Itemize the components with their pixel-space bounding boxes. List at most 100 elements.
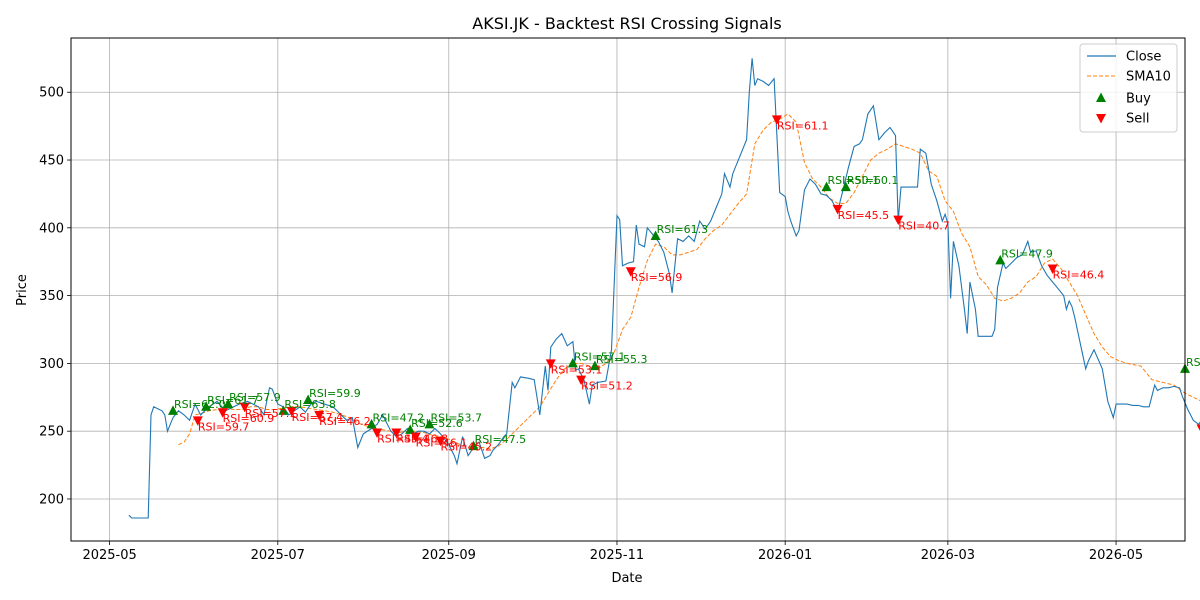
buy-annotation: RSI=61.7 xyxy=(207,394,259,407)
sell-marker xyxy=(625,267,636,277)
sell-marker xyxy=(893,215,904,226)
sell-marker xyxy=(435,436,446,447)
x-tick-label: 2026-05 xyxy=(1089,548,1143,563)
buy-annotation: RSI=53.7 xyxy=(430,411,482,424)
legend-buy-swatch xyxy=(1096,92,1106,102)
buy-annotation: RSI=62.0 xyxy=(174,398,226,411)
sell-annotation: RSI=46.4 xyxy=(1053,268,1105,281)
plot-area: RSI=62.0RSI=61.7RSI=57.9RSI=63.8RSI=59.9… xyxy=(70,37,1200,542)
sell-marker xyxy=(239,402,250,413)
legend-sma10-label: SMA10 xyxy=(1126,70,1171,85)
series-lines xyxy=(128,58,1200,519)
y-tick-label: 300 xyxy=(39,357,64,372)
sell-annotation: RSI=53.1 xyxy=(551,363,603,376)
sell-marker xyxy=(771,115,782,125)
buy-annotation: RSI=57.9 xyxy=(229,391,281,404)
sell-marker xyxy=(832,204,843,215)
sell-annotation: RSI=49.4 xyxy=(377,433,429,446)
y-tick-label: 250 xyxy=(39,425,64,440)
sell-annotation: RSI=61.1 xyxy=(777,119,829,132)
sell-annotation: RSI=59.7 xyxy=(198,420,250,433)
y-tick-label: 500 xyxy=(39,86,64,101)
buy-marker xyxy=(405,424,416,434)
plot-background xyxy=(71,38,1185,541)
y-tick-label: 450 xyxy=(39,154,64,169)
x-tick-label: 2026-03 xyxy=(921,548,975,563)
buy-annotation: RSI=57.1 xyxy=(574,350,626,363)
sell-annotation: RSI=56.9 xyxy=(631,271,683,284)
buy-annotation: RSI=55.3 xyxy=(596,353,648,366)
buy-marker xyxy=(995,254,1006,265)
x-axis: 2025-05 2025-07 2025-09 2025-11 2026-01 2026-… xyxy=(82,541,1143,563)
buy-marker xyxy=(223,398,234,409)
buy-marker xyxy=(366,418,377,429)
buy-marker xyxy=(168,405,179,415)
x-tick-label: 2025-11 xyxy=(590,548,644,563)
sell-marker xyxy=(286,406,297,417)
buy-annotation: RSI=43.2 xyxy=(1186,356,1200,369)
buy-marker xyxy=(303,394,314,404)
sell-marker xyxy=(545,359,556,369)
signal-markers xyxy=(168,115,1200,451)
y-tick-label: 400 xyxy=(39,221,64,236)
sell-marker xyxy=(576,375,587,386)
x-axis-label: Date xyxy=(611,571,642,586)
x-tick-label: 2025-09 xyxy=(422,548,476,563)
sell-annotation: RSI=40.7 xyxy=(898,220,950,233)
buy-marker xyxy=(840,181,851,192)
grid xyxy=(71,38,1185,541)
sell-annotation: RSI=57.1 xyxy=(245,407,297,420)
sell-annotation: RSI=45.2 xyxy=(440,441,492,454)
buy-marker xyxy=(650,230,661,240)
buy-marker xyxy=(201,401,212,411)
y-tick-label: 200 xyxy=(39,492,64,507)
sma10-line xyxy=(178,113,1200,450)
buy-marker xyxy=(468,440,479,451)
sell-marker xyxy=(217,408,228,418)
buy-marker xyxy=(424,418,435,429)
close-line xyxy=(128,58,1200,519)
buy-annotation: RSI=63.8 xyxy=(284,398,336,411)
buy-marker xyxy=(278,405,289,415)
buy-annotation: RSI=47.2 xyxy=(373,411,425,424)
sell-annotation: RSI=51.2 xyxy=(581,380,633,393)
buy-annotation: RSI=61.3 xyxy=(657,223,709,236)
legend-buy-label: Buy xyxy=(1126,92,1151,107)
sell-annotation: RSI=46.2 xyxy=(319,415,371,428)
sell-annotation: RSI=46.8 xyxy=(396,433,448,446)
buy-annotation: RSI=52.6 xyxy=(411,417,463,430)
legend-sell-swatch xyxy=(1096,114,1106,124)
y-tick-label: 350 xyxy=(39,289,64,304)
buy-annotation: RSI=60.1 xyxy=(847,174,899,187)
y-axis: 200 250 300 350 400 450 500 xyxy=(39,86,71,507)
x-tick-label: 2025-07 xyxy=(251,548,305,563)
buy-annotation: RSI=47.5 xyxy=(475,433,527,446)
legend-sell-label: Sell xyxy=(1126,112,1149,127)
legend-box xyxy=(1079,43,1178,133)
y-axis-label: Price xyxy=(15,274,30,306)
sell-marker xyxy=(410,432,421,443)
sell-marker xyxy=(372,428,383,439)
sell-annotation: RSI=60.9 xyxy=(223,412,275,425)
sell-marker xyxy=(1047,264,1058,274)
x-tick-label: 2025-05 xyxy=(82,548,136,563)
signal-annotations: RSI=62.0RSI=61.7RSI=57.9RSI=63.8RSI=59.9… xyxy=(174,119,1200,453)
legend-close-label: Close xyxy=(1126,50,1161,65)
plot-frame xyxy=(70,37,1186,542)
buy-marker xyxy=(589,360,600,371)
sell-annotation: RSI=46.1 xyxy=(416,437,468,450)
sell-annotation: RSI=57.4 xyxy=(292,411,344,424)
buy-annotation: RSI=47.9 xyxy=(1001,247,1053,260)
x-tick-label: 2026-01 xyxy=(758,548,812,563)
sell-annotation: RSI=45.5 xyxy=(838,209,890,222)
sell-marker xyxy=(391,428,402,439)
sell-marker xyxy=(192,416,203,426)
buy-marker xyxy=(567,357,578,368)
legend: Close SMA10 Buy Sell xyxy=(1079,43,1178,133)
sell-marker xyxy=(1196,424,1200,432)
buy-annotation: RSI=50.1 xyxy=(828,174,880,187)
buy-marker xyxy=(821,181,832,192)
sell-marker xyxy=(314,410,325,421)
chart-title: AKSI.JK - Backtest RSI Crossing Signals xyxy=(472,14,781,33)
